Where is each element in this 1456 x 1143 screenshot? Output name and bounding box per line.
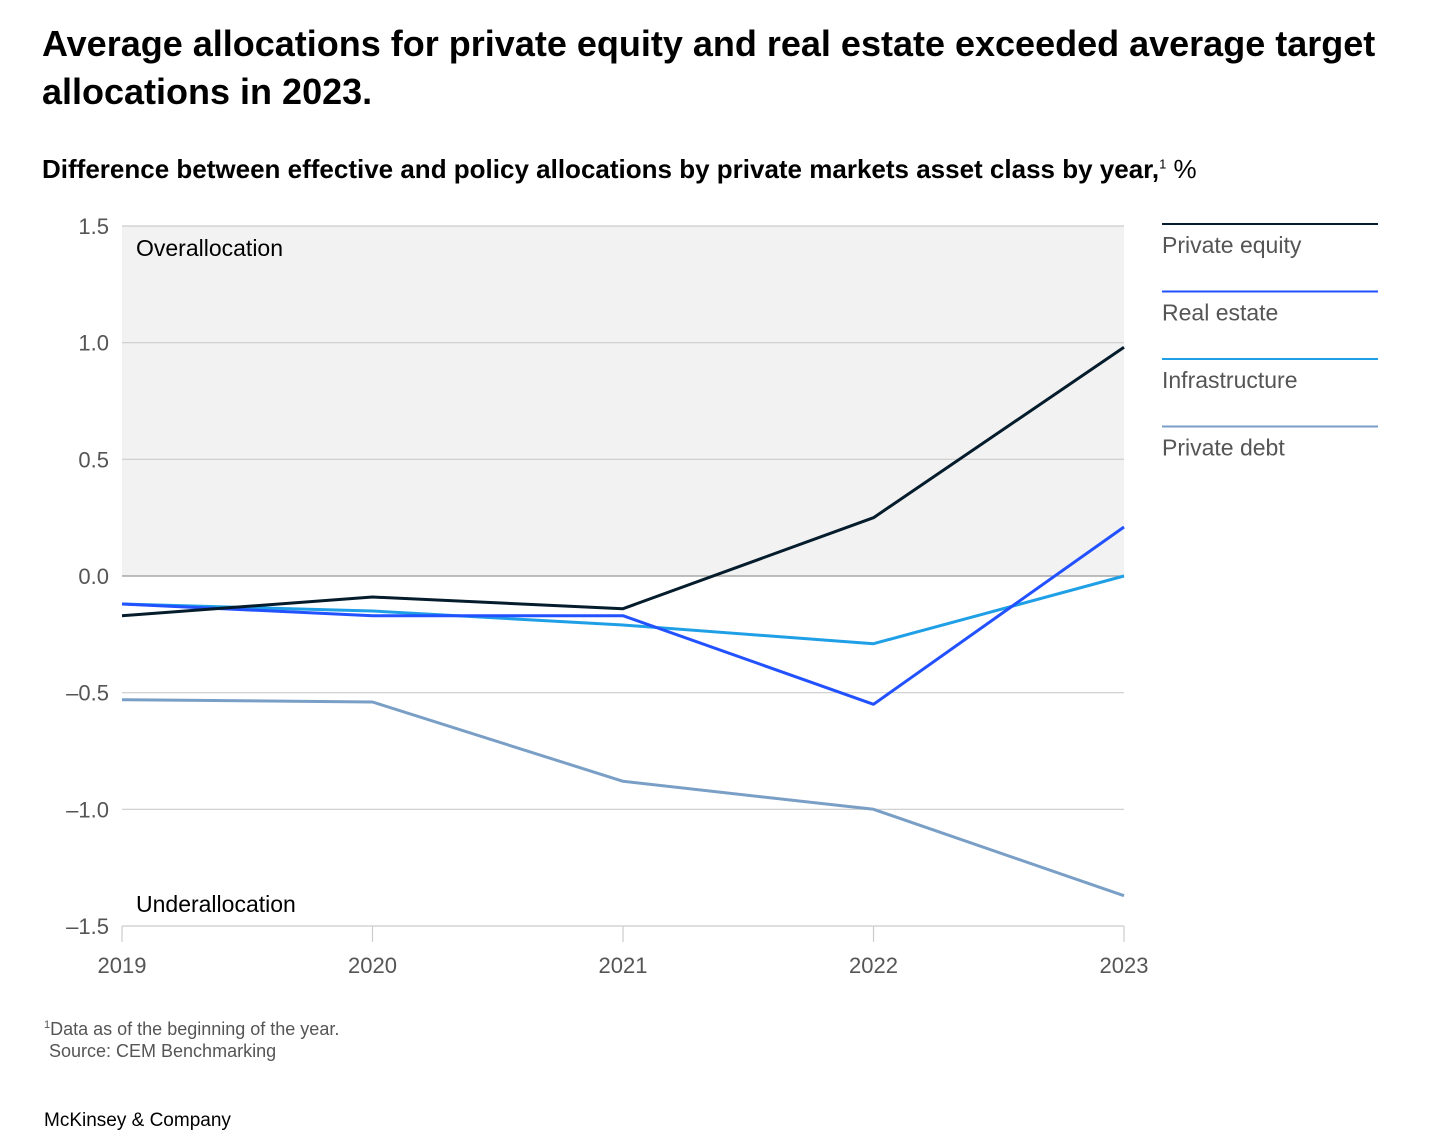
y-tick-label: –1.5 xyxy=(66,914,109,939)
series-line xyxy=(121,698,1125,898)
y-tick-label: –1.0 xyxy=(66,797,109,822)
footnote-mark: 1 xyxy=(44,1019,51,1031)
series-line xyxy=(121,574,1125,646)
line-chart: 1.5 1.0 0.5 0.0 –0.5 –1.0 –1.5 2019 2020 2021 202… xyxy=(66,214,1378,978)
footnote-note: 1Data as of the beginning of the year. xyxy=(44,1014,339,1040)
underallocation-label: Underallocation xyxy=(136,891,296,917)
y-tick-label: 1.5 xyxy=(78,214,109,239)
y-tick-label: 0.0 xyxy=(78,564,109,589)
subtitle-text: Difference between effective and policy … xyxy=(42,154,1160,184)
series-lines xyxy=(121,346,1125,898)
overallocation-band xyxy=(122,226,1124,576)
subtitle-unit: % xyxy=(1173,154,1197,184)
x-tick-label: 2019 xyxy=(98,953,147,978)
y-axis-ticks: 1.5 1.0 0.5 0.0 –0.5 –1.0 –1.5 xyxy=(66,214,109,939)
brand-name: McKinsey & Company xyxy=(44,1110,231,1131)
footnote: 1Data as of the beginning of the year. S… xyxy=(44,1014,339,1062)
x-tick-label: 2023 xyxy=(1100,953,1149,978)
footnote-text: Data as of the beginning of the year. xyxy=(50,1019,340,1039)
legend-label: Private equity xyxy=(1162,232,1302,258)
source-note: Source: CEM Benchmarking xyxy=(49,1041,277,1061)
subtitle-footnote-mark: 1 xyxy=(1159,156,1167,172)
chart-title: Average allocations for private equity a… xyxy=(42,23,1376,112)
y-tick-label: 1.0 xyxy=(78,331,109,356)
x-tick-label: 2021 xyxy=(599,953,648,978)
x-tick-label: 2020 xyxy=(348,953,397,978)
y-tick-label: 0.5 xyxy=(78,447,109,472)
legend: Private equity Real estate Infrastructure P… xyxy=(1162,223,1378,461)
overallocation-label: Overallocation xyxy=(136,235,283,261)
x-tick-label: 2022 xyxy=(849,953,898,978)
gridlines xyxy=(122,225,1124,927)
x-axis: 2019 2020 2021 2022 2023 xyxy=(98,926,1149,978)
legend-label: Private debt xyxy=(1162,435,1285,461)
legend-label: Infrastructure xyxy=(1162,367,1298,393)
series-line xyxy=(121,525,1125,706)
series-line xyxy=(121,346,1125,618)
legend-label: Real estate xyxy=(1162,300,1278,326)
y-tick-label: –0.5 xyxy=(66,681,109,706)
chart-subtitle: Difference between effective and policy … xyxy=(42,154,1197,185)
